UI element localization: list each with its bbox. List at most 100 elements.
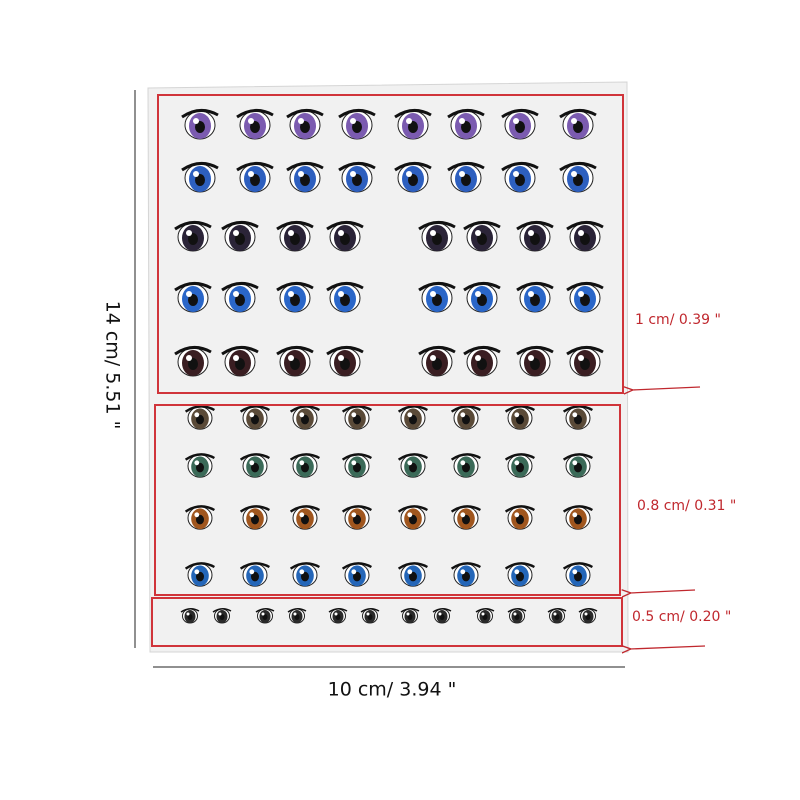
arrow (630, 590, 696, 593)
eye-part (351, 512, 357, 518)
eye-part (276, 282, 314, 292)
eye-part (251, 571, 259, 582)
eye-part (328, 608, 348, 613)
eye-part (407, 460, 413, 466)
eye-part (353, 414, 361, 425)
eye-part (460, 460, 466, 466)
sticker-sheet (147, 81, 629, 653)
eye-part (194, 412, 200, 418)
eye-part (528, 355, 534, 361)
eye-part (239, 505, 270, 513)
eye-part (287, 608, 307, 613)
eye-part (573, 174, 583, 186)
eye-part (514, 614, 520, 620)
eye-part (250, 121, 260, 133)
eye-stickers (174, 109, 604, 624)
eye-part (251, 462, 259, 473)
eye-part (184, 405, 215, 413)
eye-part (407, 512, 413, 518)
eye-part (574, 462, 582, 473)
eye-part (180, 608, 200, 613)
eye-part (477, 233, 487, 245)
eye-part (475, 355, 481, 361)
eye-part (447, 109, 485, 119)
eye-part (239, 562, 270, 570)
eye-part (236, 162, 274, 172)
eye-part (504, 505, 535, 513)
eye-part (439, 614, 445, 620)
eye-part (249, 569, 255, 575)
eye-part (261, 612, 265, 616)
eye-part (366, 612, 370, 616)
eye-part (562, 453, 593, 461)
eye-part (460, 412, 466, 418)
eye-part (255, 608, 275, 613)
eye-part (193, 171, 199, 177)
eye-part (196, 514, 204, 525)
eye-part (350, 118, 356, 124)
eye-part (574, 514, 582, 525)
eye-part (504, 453, 535, 461)
eye-part (186, 230, 192, 236)
eye-part (212, 608, 232, 613)
eye-part (351, 569, 357, 575)
eye-part (528, 230, 534, 236)
eye-part (194, 460, 200, 466)
eye-part (186, 612, 190, 616)
eye-part (574, 571, 582, 582)
eye-part (286, 109, 324, 119)
eye-part (340, 358, 350, 370)
eye-part (418, 346, 456, 356)
eye-part (477, 358, 487, 370)
eye-part (249, 512, 255, 518)
eye-part (341, 453, 372, 461)
eye-part (341, 562, 372, 570)
eye-part (515, 121, 525, 133)
eye-part (235, 294, 245, 306)
eye-part (530, 294, 540, 306)
eye-part (174, 282, 212, 292)
eye-part (571, 118, 577, 124)
eye-part (418, 282, 456, 292)
eye-part (289, 505, 320, 513)
eye-part (288, 291, 294, 297)
eye-part (409, 571, 417, 582)
eye-part (360, 608, 380, 613)
eye-part (461, 121, 471, 133)
eye-part (400, 608, 420, 613)
eye-part (326, 282, 364, 292)
eye-part (462, 514, 470, 525)
eye-part (408, 174, 418, 186)
eye-part (290, 294, 300, 306)
eye-part (299, 460, 305, 466)
eye-part (298, 171, 304, 177)
eye-part (235, 358, 245, 370)
eye-part (335, 614, 341, 620)
eye-part (504, 405, 535, 413)
eye-part (406, 118, 412, 124)
eye-part (290, 233, 300, 245)
eye-part (186, 291, 192, 297)
eye-part (580, 358, 590, 370)
eye-part (353, 514, 361, 525)
eye-part (584, 612, 588, 616)
eye-part (338, 291, 344, 297)
eye-part (235, 233, 245, 245)
eye-part (251, 514, 259, 525)
arrow (630, 646, 706, 649)
eye-part (289, 562, 320, 570)
eye-part (276, 346, 314, 356)
eye-part (397, 562, 428, 570)
eye-part (530, 233, 540, 245)
eye-part (418, 221, 456, 231)
eye-part (174, 221, 212, 231)
eye-part (193, 118, 199, 124)
eye-part (233, 355, 239, 361)
eye-part (528, 291, 534, 297)
eye-part (559, 109, 597, 119)
eye-part (516, 514, 524, 525)
size-label: 1 cm/ 0.39 " (635, 312, 721, 328)
eye-part (367, 614, 373, 620)
eye-part (566, 346, 604, 356)
eye-part (407, 614, 413, 620)
